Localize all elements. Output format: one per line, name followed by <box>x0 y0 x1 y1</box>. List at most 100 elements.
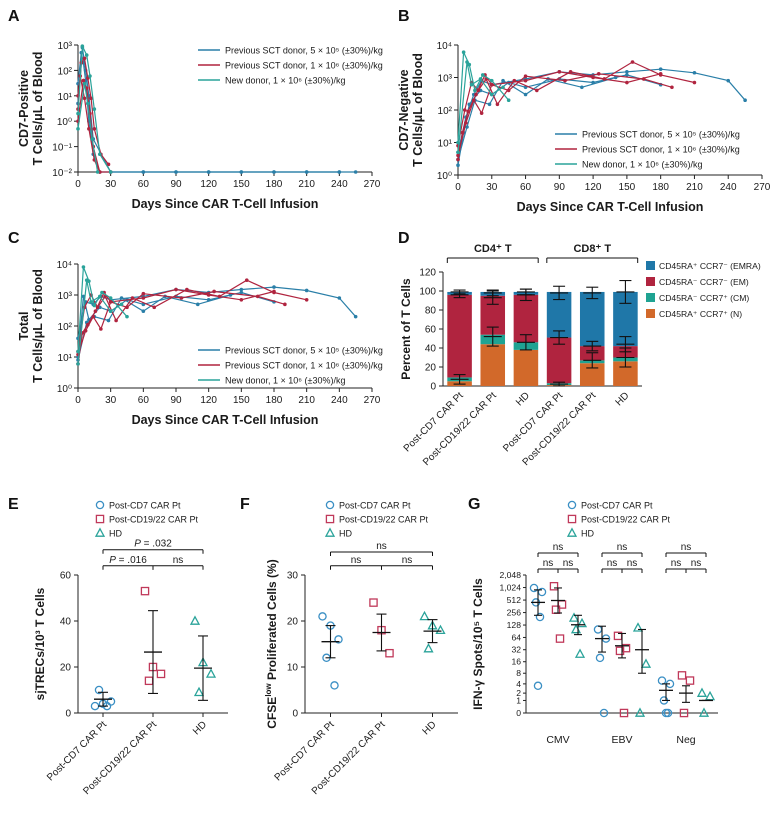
data-point <box>119 302 124 307</box>
panel-f: 0 10 20 30 Post-CD7 CAR Pt Post-CD19/22 CAR P… <box>264 501 458 797</box>
y-tick-label: 0 <box>516 708 521 718</box>
data-point <box>97 294 102 299</box>
legend-marker-circle <box>95 500 105 510</box>
y-tick-label: 10¹ <box>438 139 453 150</box>
data-point-circle <box>657 676 667 685</box>
data-point <box>255 294 260 299</box>
legend-label: New donor, 1 × 10⁶ (±30%)/kg <box>225 376 345 386</box>
data-point <box>658 71 663 76</box>
series-line-prev5 <box>77 286 357 339</box>
data-point <box>473 88 477 93</box>
data-point-square <box>144 676 154 686</box>
data-point <box>141 296 146 300</box>
legend-label: Post-CD19/22 CAR Pt <box>109 515 199 525</box>
panel-letter-g: G <box>468 496 481 513</box>
data-point-square <box>619 708 629 718</box>
y-axis-title-part: CFSE <box>265 697 279 729</box>
significance-label: P = .032 <box>134 539 172 550</box>
legend-swatch-cm <box>646 293 655 302</box>
panel-d: 0 20 40 60 80 100 120 Percent of T Cells Post-CD… <box>399 243 761 468</box>
data-point <box>596 71 601 76</box>
data-point <box>76 111 80 116</box>
legend-label: Previous SCT donor, 5 × 10⁵ (±30%)/kg <box>225 346 383 356</box>
data-point <box>535 88 539 93</box>
x-tick-label: 0 <box>75 179 81 190</box>
data-point <box>641 77 646 81</box>
data-point <box>206 170 211 174</box>
significance-label: ns <box>681 542 692 553</box>
y-axis-title-line2: T Cells/μL of Blood <box>31 269 45 383</box>
legend-label: Post-CD7 CAR Pt <box>339 501 411 511</box>
group-label: CD8⁺ T <box>573 243 611 255</box>
data-point <box>88 74 92 78</box>
data-point-circle <box>593 625 603 634</box>
data-point <box>244 278 249 283</box>
data-point <box>630 60 635 64</box>
data-point <box>304 298 309 302</box>
legend-label: CD45RA⁺ CCR7⁻ (EMRA) <box>659 261 761 271</box>
data-point <box>591 75 595 80</box>
data-point <box>76 362 80 366</box>
data-point <box>337 170 342 174</box>
data-point-square <box>677 671 687 680</box>
legend-marker-triangle <box>566 527 578 537</box>
data-point <box>125 314 129 319</box>
data-point <box>563 78 567 83</box>
bar-segment-emra <box>579 291 605 347</box>
data-point <box>670 85 674 90</box>
x-tick-label: 0 <box>455 182 461 193</box>
y-tick-label: 2,048 <box>499 570 521 580</box>
panel-letter-f: F <box>240 496 250 513</box>
y-tick-label: 4 <box>516 679 521 689</box>
y-tick-label: 10² <box>58 322 73 333</box>
data-point <box>304 288 309 293</box>
legend-swatch-n <box>646 309 655 318</box>
x-axis-title: Days Since CAR T-Cell Infusion <box>517 200 704 214</box>
x-axis-title: Days Since CAR T-Cell Infusion <box>132 197 319 211</box>
data-point <box>83 329 88 333</box>
data-point-square <box>385 648 394 658</box>
y-tick-label: 10⁴ <box>57 260 72 271</box>
legend-label: Post-CD7 CAR Pt <box>581 501 653 511</box>
data-point <box>489 92 494 97</box>
y-tick-label: 0 <box>430 382 436 393</box>
legend-label: CD45RA⁻ CCR7⁻ (EM) <box>659 277 749 287</box>
legend-marker-circle <box>567 500 577 510</box>
x-tick-label: 270 <box>364 395 381 406</box>
data-point <box>471 98 476 103</box>
data-point <box>141 291 146 296</box>
significance-label: ns <box>543 558 554 569</box>
data-point <box>108 300 113 304</box>
panel-letter-d: D <box>398 230 410 247</box>
data-point <box>125 305 129 310</box>
y-tick-label: 0 <box>292 709 298 720</box>
legend-label: Previous SCT donor, 5 × 10⁵ (±30%)/kg <box>225 46 383 56</box>
data-point <box>465 125 469 129</box>
data-point <box>92 127 97 131</box>
data-point <box>82 81 87 86</box>
y-tick-label: 10² <box>58 66 73 77</box>
x-tick-label: 0 <box>75 395 81 406</box>
significance-label: ns <box>173 555 184 566</box>
data-point <box>212 289 216 294</box>
data-point <box>523 74 528 78</box>
significance-label: ns <box>607 558 618 569</box>
p-symbol: P <box>134 539 141 550</box>
data-point <box>467 62 472 67</box>
y-tick-label: 10⁰ <box>57 384 72 395</box>
legend-label: HD <box>581 529 594 539</box>
data-point <box>100 290 104 295</box>
y-tick-label: 10 <box>287 663 299 674</box>
data-point <box>86 101 90 106</box>
data-point <box>557 69 562 74</box>
x-tick-label: 90 <box>170 395 182 406</box>
x-tick-label: 90 <box>554 182 566 193</box>
data-point <box>93 309 98 314</box>
legend-marker-square <box>95 514 105 524</box>
y-tick-label: 10³ <box>58 41 73 52</box>
data-point-triangle <box>696 687 708 697</box>
data-point <box>272 289 276 294</box>
data-point <box>152 305 157 310</box>
y-tick-label: 10² <box>438 106 453 117</box>
